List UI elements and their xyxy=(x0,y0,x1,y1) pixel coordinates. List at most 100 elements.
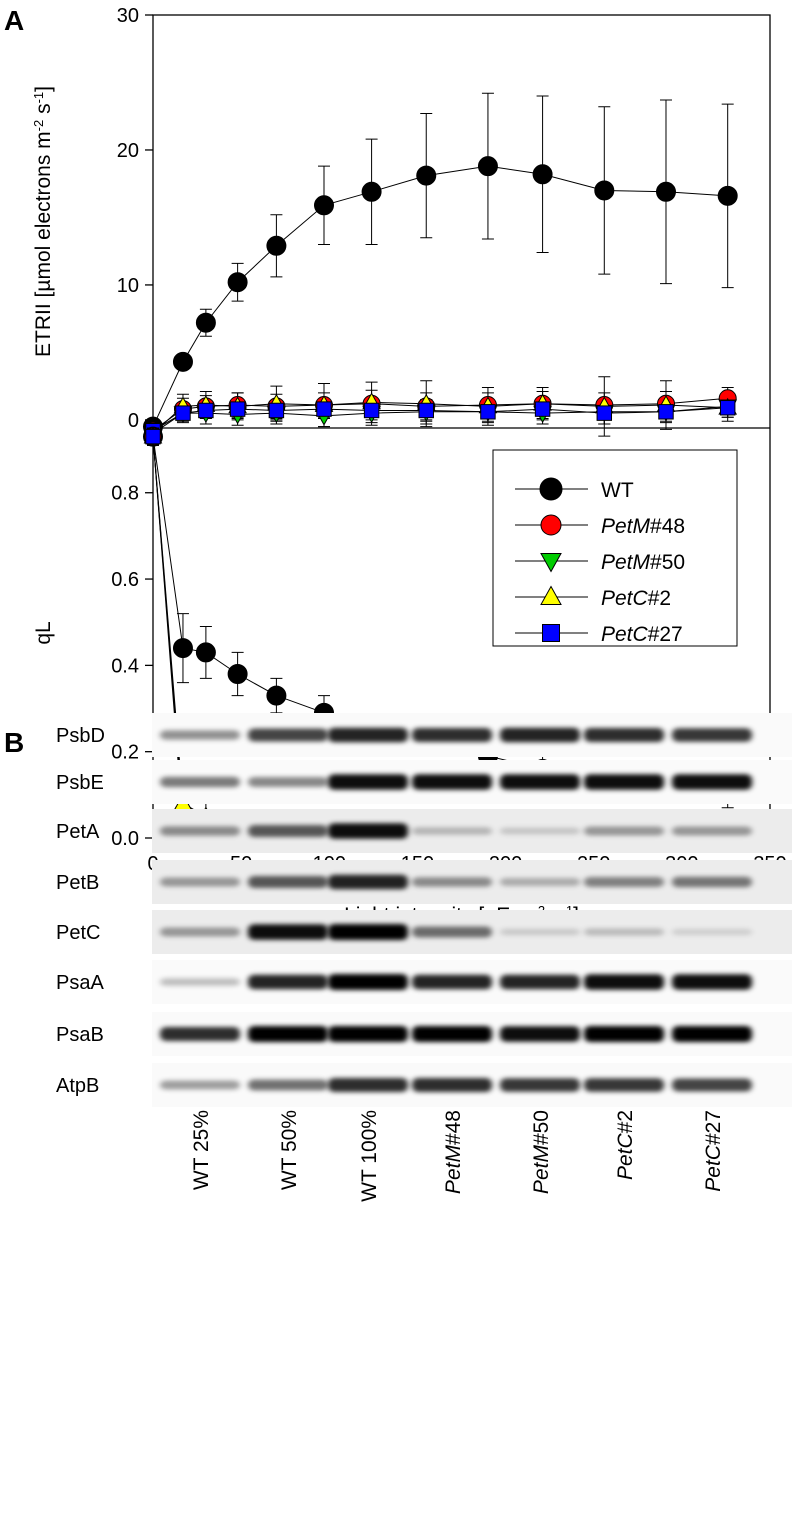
legend-marker xyxy=(540,553,562,573)
blot-band xyxy=(160,776,240,788)
blot-band xyxy=(160,978,240,986)
blot-band xyxy=(412,877,492,887)
marker xyxy=(596,405,613,421)
blot-band xyxy=(248,924,328,940)
y-tick-label: 0 xyxy=(128,410,139,432)
blot-band xyxy=(412,774,492,790)
marker xyxy=(594,180,615,201)
blot-band xyxy=(412,827,492,835)
y-tick-label: 0.6 xyxy=(111,569,139,591)
blot-band xyxy=(584,774,664,790)
label-part: ] xyxy=(32,86,55,92)
blot-band xyxy=(248,876,328,888)
blot-band xyxy=(248,825,328,837)
marker xyxy=(717,185,738,206)
marker xyxy=(313,195,334,216)
blot-band xyxy=(160,1080,240,1090)
blot-lane-label: PetM#48 xyxy=(442,1110,465,1194)
marker xyxy=(418,402,434,419)
blot-row-label: PsaB xyxy=(56,1024,104,1046)
legend-label: PetC#2 xyxy=(601,587,671,610)
marker xyxy=(316,401,332,417)
blot-band xyxy=(248,1026,328,1042)
blot-row-label: AtpB xyxy=(56,1075,99,1097)
legend-box xyxy=(492,449,738,647)
marker xyxy=(268,402,285,419)
axis-label: ETRII [µmol electrons m-2 s-1] xyxy=(31,86,56,357)
legend-marker xyxy=(542,624,560,642)
series-line xyxy=(152,165,728,427)
panel-label: B xyxy=(4,727,24,758)
blot-band xyxy=(584,928,664,936)
blot-band xyxy=(584,1026,664,1042)
blot-band xyxy=(672,1026,752,1042)
blot-band xyxy=(500,827,580,835)
blot-row-label: PsaA xyxy=(56,972,104,994)
y-tick-label: 30 xyxy=(117,5,139,27)
superscript: -2 xyxy=(31,120,46,132)
blot-row-label: PsbD xyxy=(56,725,105,747)
blot-band xyxy=(160,927,240,937)
blot-lane-label: PetC#2 xyxy=(614,1110,637,1180)
label-part: s xyxy=(32,103,55,119)
blot-band xyxy=(248,777,328,787)
marker xyxy=(658,404,674,420)
marker xyxy=(198,402,214,419)
blot-band xyxy=(500,774,580,790)
blot-band xyxy=(328,774,408,790)
blot-band xyxy=(500,928,580,936)
marker xyxy=(172,351,193,372)
blot-band xyxy=(160,826,240,836)
y-tick-label: 20 xyxy=(117,140,139,162)
marker xyxy=(172,638,193,659)
blot-band xyxy=(412,728,492,742)
blot-band xyxy=(160,877,240,887)
blot-lane-label: WT 100% xyxy=(358,1110,381,1202)
legend-marker xyxy=(540,585,562,605)
blot-band xyxy=(672,974,752,990)
blot-band xyxy=(672,774,752,790)
blot-band xyxy=(500,1026,580,1042)
marker xyxy=(195,642,216,663)
blot-lane-label: WT 25% xyxy=(190,1110,213,1190)
legend-label: WT xyxy=(601,479,634,502)
axis-label: qL xyxy=(32,621,55,644)
blot-band xyxy=(672,826,752,836)
blot-band xyxy=(328,874,408,890)
blot-band xyxy=(500,727,580,743)
blot-lane-label: PetM#50 xyxy=(530,1110,553,1194)
blot-band xyxy=(328,1026,408,1042)
legend-marker xyxy=(539,477,563,501)
marker xyxy=(655,181,676,202)
legend-label: PetM#50 xyxy=(601,551,685,574)
blot-band xyxy=(248,1079,328,1091)
marker xyxy=(195,312,216,333)
superscript: -1 xyxy=(31,92,46,104)
marker xyxy=(416,165,437,186)
y-tick-label: 0.2 xyxy=(111,742,139,764)
blot-band xyxy=(584,1078,664,1092)
legend-label: PetC#27 xyxy=(601,623,683,646)
marker xyxy=(532,164,553,185)
marker xyxy=(534,401,551,417)
marker xyxy=(266,685,287,706)
marker xyxy=(480,404,496,420)
blot-band xyxy=(584,826,664,836)
blot-band xyxy=(248,974,328,990)
blot-row-label: PetB xyxy=(56,872,99,894)
blot-band xyxy=(328,1078,408,1092)
blot-row-label: PetA xyxy=(56,821,100,843)
marker xyxy=(266,235,287,256)
blot-band xyxy=(672,728,752,742)
marker xyxy=(227,272,248,293)
blot-row-label: PsbE xyxy=(56,772,104,794)
panel-label: A xyxy=(4,5,24,36)
blot-band xyxy=(412,1026,492,1042)
marker xyxy=(227,664,248,684)
blot-band xyxy=(500,974,580,990)
blot-band xyxy=(412,926,492,938)
blot-lane-label: PetC#27 xyxy=(702,1110,725,1192)
marker xyxy=(175,405,191,421)
marker xyxy=(363,402,380,419)
